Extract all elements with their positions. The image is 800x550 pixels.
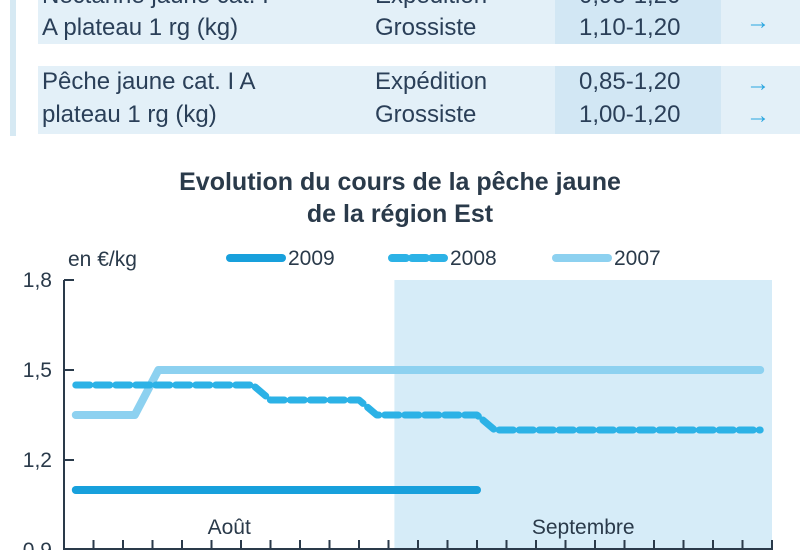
price-column-background xyxy=(555,66,721,134)
product-name-line-1: Pêche jaune cat. I A xyxy=(42,68,256,95)
chart-title-line-1: Evolution du cours de la pêche jaune xyxy=(179,168,621,196)
product-name-line-2: A plateau 1 rg (kg) xyxy=(42,14,239,41)
table-row: Nectarine jaune cat. I A plateau 1 rg (k… xyxy=(38,0,800,44)
stage-expedition: Expédition xyxy=(375,0,487,12)
table-left-rule xyxy=(10,0,16,136)
right-arrow-icon: → xyxy=(746,8,770,35)
right-arrow-icon: → xyxy=(746,70,770,97)
y-tick-label: 1,2 xyxy=(23,449,52,472)
product-name-line-2: plateau 1 rg (kg) xyxy=(42,101,217,128)
y-axis-label: en €/kg xyxy=(68,248,137,271)
price-column-background xyxy=(555,0,721,44)
product-name-line-1: Nectarine jaune cat. I xyxy=(42,0,269,12)
period-label: Septembre xyxy=(532,516,635,539)
price-grossiste: 1,10-1,20 xyxy=(579,14,681,41)
stage-grossiste: Grossiste xyxy=(375,101,477,128)
series-line-2007 xyxy=(71,366,765,419)
legend-label-2008: 2008 xyxy=(450,247,497,270)
table-row: Pêche jaune cat. I A plateau 1 rg (kg) E… xyxy=(38,66,800,134)
legend-label-2009: 2009 xyxy=(288,247,335,270)
y-tick-label: 1,5 xyxy=(23,359,52,382)
y-tick-label: 1,8 xyxy=(23,269,52,292)
price-expedition: 0,95-1,20 xyxy=(579,0,680,12)
price-grossiste: 1,00-1,20 xyxy=(579,101,681,128)
series-line-2008 xyxy=(72,381,764,434)
right-arrow-icon: → xyxy=(746,102,770,129)
y-tick-label: 0,9 xyxy=(23,539,52,550)
period-label: Août xyxy=(208,516,251,539)
price-expedition: 0,85-1,20 xyxy=(579,68,681,95)
legend-label-2007: 2007 xyxy=(614,247,661,270)
chart-title-line-2: de la région Est xyxy=(306,200,494,228)
price-table: Nectarine jaune cat. I A plateau 1 rg (k… xyxy=(10,0,800,136)
stage-grossiste: Grossiste xyxy=(375,14,477,41)
right-arrow-icon: → xyxy=(746,0,770,4)
stage-expedition: Expédition xyxy=(375,68,488,95)
